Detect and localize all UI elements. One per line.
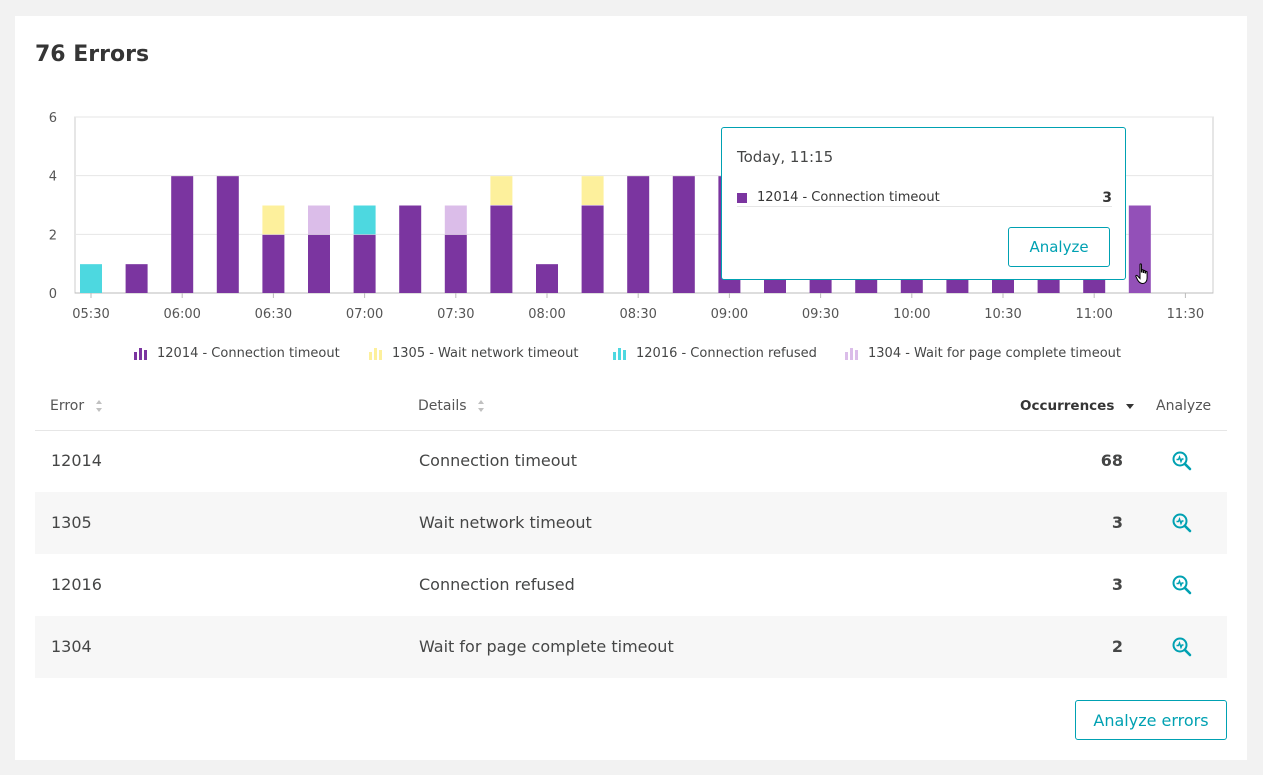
chart-tooltip: Today, 11:15 12014 - Connection timeout … <box>721 127 1126 280</box>
error-code: 12014 <box>51 451 102 470</box>
bar-chart-icon <box>613 348 626 360</box>
occurrences-count: 68 <box>1100 451 1123 470</box>
x-tick-label: 11:30 <box>1167 307 1204 322</box>
error-details: Wait network timeout <box>419 513 592 532</box>
error-details: Wait for page complete timeout <box>419 637 674 656</box>
bar-segment[interactable] <box>581 205 604 294</box>
page-title: 76 Errors <box>35 42 150 67</box>
error-details: Connection refused <box>419 575 575 594</box>
tooltip-swatch <box>737 193 747 203</box>
y-tick-label: 2 <box>49 228 57 243</box>
hand-cursor-icon <box>1135 263 1148 285</box>
y-tick-label: 6 <box>49 111 57 126</box>
tooltip-item-label: 12014 - Connection timeout <box>757 190 940 205</box>
bar-segment[interactable] <box>262 234 285 293</box>
bar-segment[interactable] <box>399 205 422 294</box>
x-tick-label: 07:30 <box>437 307 474 322</box>
bar-segment[interactable] <box>444 234 467 293</box>
sort-icon <box>478 400 484 412</box>
analyze-errors-button[interactable]: Analyze errors <box>1075 700 1227 740</box>
bar-segment[interactable] <box>171 176 194 293</box>
bar-segment[interactable] <box>627 176 650 293</box>
column-header-label: Details <box>418 398 467 414</box>
bar-segment[interactable] <box>536 264 558 293</box>
y-tick-label: 0 <box>49 287 57 302</box>
error-code: 1305 <box>51 513 92 532</box>
sort-icon <box>95 400 102 412</box>
bar-segment[interactable] <box>490 176 513 205</box>
x-tick-label: 08:30 <box>619 307 656 322</box>
bar-segment[interactable] <box>308 205 330 235</box>
column-header-analyze: Analyze <box>1156 398 1212 414</box>
x-tick-label: 05:30 <box>72 307 109 322</box>
bar-segment[interactable] <box>216 176 239 293</box>
table-row[interactable]: 12014 Connection timeout 68 <box>35 430 1227 492</box>
column-header-error[interactable]: Error <box>50 398 103 414</box>
bar-segment[interactable] <box>490 205 513 294</box>
legend-label: 1304 - Wait for page complete timeout <box>868 346 1121 361</box>
bar-segment[interactable] <box>262 205 285 235</box>
error-details: Connection timeout <box>419 451 577 470</box>
bar-segment[interactable] <box>125 264 148 293</box>
x-tick-label: 07:00 <box>346 307 383 322</box>
legend-label: 1305 - Wait network timeout <box>392 346 579 361</box>
y-tick-label: 4 <box>49 170 57 185</box>
bar-chart-icon <box>369 348 382 360</box>
table-row[interactable]: 1304 Wait for page complete timeout 2 <box>35 616 1227 678</box>
bar-chart-icon <box>845 348 858 360</box>
occurrences-count: 2 <box>1111 637 1123 656</box>
analyze-magnifier-icon[interactable] <box>1171 574 1193 596</box>
x-tick-label: 10:30 <box>984 307 1021 322</box>
x-tick-label: 11:00 <box>1075 307 1112 322</box>
occurrences-count: 3 <box>1111 513 1123 532</box>
table-row[interactable]: 12016 Connection refused 3 <box>35 554 1227 616</box>
bar-segment[interactable] <box>581 176 604 205</box>
tooltip-item-value: 3 <box>1102 190 1112 206</box>
column-header-label: Occurrences <box>1020 398 1115 414</box>
legend-label: 12014 - Connection timeout <box>157 346 340 361</box>
column-header-details[interactable]: Details <box>418 398 485 414</box>
analyze-magnifier-icon[interactable] <box>1171 636 1193 658</box>
bar-segment[interactable] <box>672 176 695 293</box>
bar-segment[interactable] <box>80 264 102 293</box>
analyze-magnifier-icon[interactable] <box>1171 512 1193 534</box>
table-header: Error Details Occurrences Analyze <box>35 386 1227 431</box>
x-tick-label: 08:00 <box>528 307 565 322</box>
analyze-magnifier-icon[interactable] <box>1171 450 1193 472</box>
error-code: 1304 <box>51 637 92 656</box>
bar-segment[interactable] <box>353 205 376 235</box>
bar-segment[interactable] <box>308 234 330 293</box>
errors-card: 76 Errors 0 2 4 6 05:30 06:00 06:30 07:00 07:30 0… <box>15 16 1247 760</box>
bar-chart-icon <box>134 348 147 360</box>
column-header-occurrences[interactable]: Occurrences <box>1020 398 1135 414</box>
x-tick-label: 06:30 <box>255 307 292 322</box>
x-tick-label: 10:00 <box>893 307 930 322</box>
bar-segment[interactable] <box>353 234 376 293</box>
occurrences-count: 3 <box>1111 575 1123 594</box>
tooltip-title: Today, 11:15 <box>737 148 834 166</box>
x-tick-label: 09:30 <box>802 307 839 322</box>
table-row[interactable]: 1305 Wait network timeout 3 <box>35 492 1227 554</box>
legend-label: 12016 - Connection refused <box>636 346 817 361</box>
sort-descending-icon <box>1126 404 1135 409</box>
bar-segment[interactable] <box>444 205 467 235</box>
chart-legend: 12014 - Connection timeout 1305 - Wait n… <box>15 345 1247 365</box>
error-code: 12016 <box>51 575 102 594</box>
column-header-label: Error <box>50 398 85 414</box>
x-tick-label: 09:00 <box>711 307 748 322</box>
tooltip-analyze-button[interactable]: Analyze <box>1008 227 1110 267</box>
x-tick-label: 06:00 <box>163 307 200 322</box>
tooltip-row: 12014 - Connection timeout 3 <box>737 190 1112 207</box>
